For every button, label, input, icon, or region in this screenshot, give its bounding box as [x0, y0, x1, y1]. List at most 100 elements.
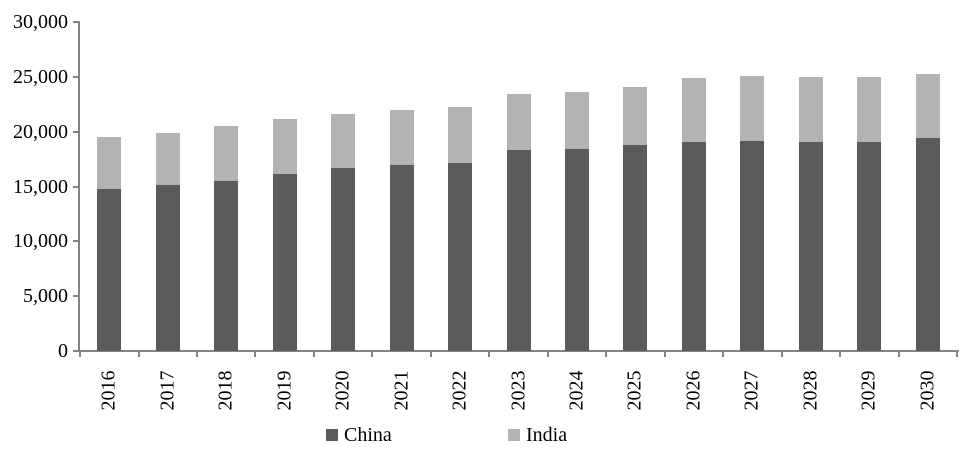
- x-tick-label: 2020: [331, 370, 354, 410]
- bar-2028: [798, 22, 823, 351]
- china-segment: [623, 144, 648, 351]
- india-segment: [623, 86, 648, 145]
- china-segment: [798, 141, 823, 351]
- x-tick-label-box: 2023: [487, 356, 551, 424]
- china-segment: [915, 138, 940, 351]
- x-tick-label-box: 2025: [603, 356, 667, 424]
- x-tick-label: 2017: [156, 370, 179, 410]
- bar-2020: [331, 22, 356, 351]
- x-tick-label: 2025: [623, 370, 646, 410]
- y-tick-mark: [73, 350, 79, 352]
- x-axis-line: [78, 350, 959, 352]
- x-tick-label-box: 2030: [896, 356, 960, 424]
- x-tick-mark: [780, 352, 783, 357]
- bar-2023: [506, 22, 531, 351]
- y-tick-label: 25,000: [13, 65, 68, 88]
- x-tick-label-box: 2022: [428, 356, 492, 424]
- china-segment: [740, 141, 765, 351]
- bar-2030: [915, 22, 940, 351]
- china-segment: [97, 188, 122, 351]
- bar-2021: [389, 22, 414, 351]
- x-tick-label: 2019: [273, 370, 296, 410]
- india-segment: [331, 113, 356, 169]
- x-tick-label-box: 2016: [77, 356, 141, 424]
- x-tick-mark: [605, 352, 608, 357]
- y-tick-label: 5,000: [23, 285, 68, 308]
- china-segment: [857, 141, 882, 351]
- x-tick-label: 2016: [97, 370, 120, 410]
- x-tick-mark: [488, 352, 491, 357]
- x-tick-mark: [663, 352, 666, 357]
- x-tick-label: 2024: [565, 370, 588, 410]
- x-tick-label: 2029: [857, 370, 880, 410]
- india-segment: [448, 107, 472, 163]
- china-segment: [214, 180, 239, 351]
- x-tick-mark: [429, 352, 432, 357]
- legend-swatch-china: [326, 429, 338, 441]
- y-tick-label: 0: [58, 340, 68, 362]
- legend-label-india: India: [526, 424, 568, 446]
- india-segment: [681, 78, 706, 142]
- y-tick-mark: [73, 295, 79, 298]
- x-tick-mark: [79, 352, 81, 357]
- y-axis-line: [78, 21, 80, 352]
- india-segment: [565, 91, 589, 150]
- x-tick-mark: [546, 352, 549, 357]
- china-segment: [389, 165, 414, 351]
- bar-2027: [740, 22, 765, 351]
- y-tick-mark: [73, 130, 79, 133]
- x-tick-label-box: 2026: [662, 356, 726, 424]
- x-tick-mark: [254, 352, 257, 357]
- y-tick-mark: [73, 21, 79, 23]
- india-segment: [915, 73, 940, 139]
- x-tick-mark: [956, 352, 958, 357]
- bar-2024: [565, 22, 589, 351]
- india-segment: [857, 76, 882, 142]
- x-tick-mark: [722, 352, 725, 357]
- y-tick-label: 20,000: [13, 120, 68, 143]
- x-tick-mark: [897, 352, 900, 357]
- y-tick-mark: [73, 75, 79, 78]
- china-segment: [565, 149, 589, 351]
- x-tick-label: 2028: [799, 370, 822, 410]
- china-segment: [331, 168, 356, 351]
- x-tick-label-box: 2029: [837, 356, 901, 424]
- x-tick-mark: [371, 352, 374, 357]
- china-segment: [448, 162, 472, 351]
- x-tick-label: 2018: [214, 370, 237, 410]
- x-tick-label: 2021: [390, 370, 413, 410]
- x-tick-mark: [839, 352, 842, 357]
- x-tick-label: 2026: [682, 370, 705, 410]
- bar-2018: [214, 22, 239, 351]
- x-tick-label: 2030: [916, 370, 939, 410]
- legend-label-china: China: [344, 424, 392, 446]
- y-tick-mark: [73, 240, 79, 243]
- y-tick-label: 10,000: [13, 230, 68, 253]
- bar-2016: [97, 22, 122, 351]
- legend-swatch-india: [508, 429, 520, 441]
- india-segment: [155, 132, 180, 185]
- china-segment: [272, 174, 297, 351]
- india-segment: [214, 125, 239, 181]
- india-segment: [740, 76, 765, 141]
- y-tick-mark: [73, 185, 79, 188]
- india-segment: [506, 93, 531, 150]
- x-tick-label: 2023: [507, 370, 529, 410]
- x-tick-mark: [195, 352, 198, 357]
- x-tick-label-box: 2027: [720, 356, 784, 424]
- india-segment: [272, 119, 297, 175]
- bar-2019: [272, 22, 297, 351]
- x-tick-label: 2027: [740, 370, 763, 410]
- x-tick-mark: [312, 352, 315, 357]
- y-tick-label: 15,000: [13, 175, 68, 198]
- india-segment: [389, 109, 414, 166]
- plot-area: [80, 22, 957, 351]
- china-segment: [506, 149, 531, 351]
- x-tick-label-box: 2024: [545, 356, 609, 424]
- x-tick-label-box: 2018: [194, 356, 258, 424]
- china-segment: [681, 141, 706, 351]
- bar-2025: [623, 22, 648, 351]
- bar-2029: [857, 22, 882, 351]
- india-segment: [798, 76, 823, 142]
